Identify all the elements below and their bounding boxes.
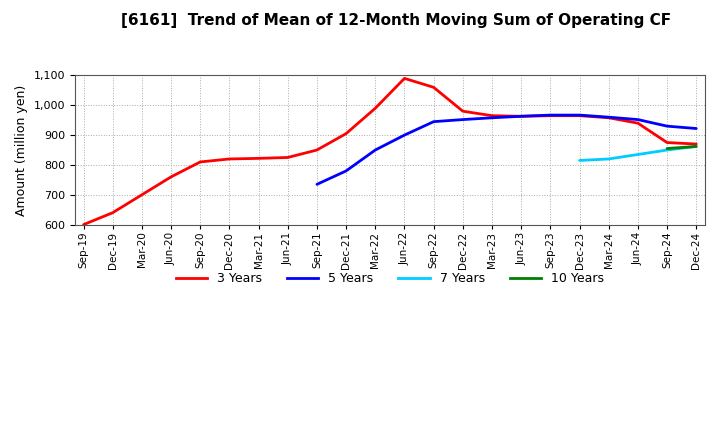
- Legend: 3 Years, 5 Years, 7 Years, 10 Years: 3 Years, 5 Years, 7 Years, 10 Years: [171, 267, 609, 290]
- Y-axis label: Amount (million yen): Amount (million yen): [15, 84, 28, 216]
- Text: [6161]  Trend of Mean of 12-Month Moving Sum of Operating CF: [6161] Trend of Mean of 12-Month Moving …: [121, 13, 671, 28]
